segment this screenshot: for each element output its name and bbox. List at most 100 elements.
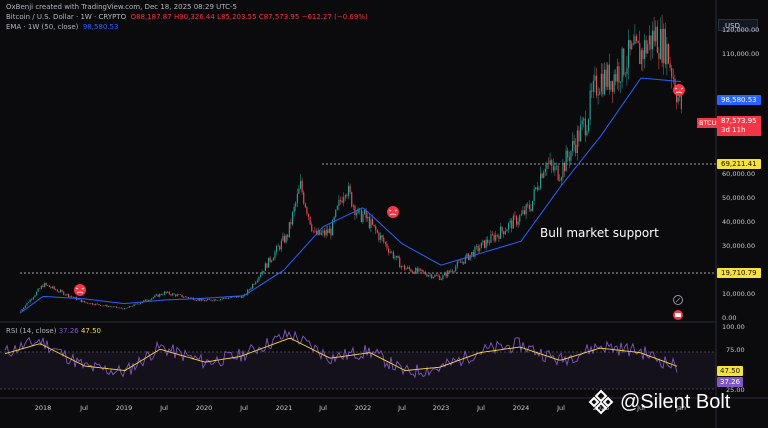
- candle-body: [223, 297, 225, 299]
- annotation-text[interactable]: Bull market support: [540, 226, 659, 240]
- candle-body: [220, 299, 222, 301]
- event-flag-icon[interactable]: [673, 310, 683, 320]
- candle-body: [485, 239, 487, 248]
- price-axis-tick: 10,000.00: [722, 290, 755, 298]
- candle-body: [628, 39, 630, 68]
- candlestick-series[interactable]: [20, 14, 682, 312]
- candle-body: [151, 298, 153, 300]
- candle-body: [567, 150, 569, 158]
- candle-body: [615, 74, 617, 82]
- ohlc-low: L85,203.55: [217, 13, 257, 21]
- candle-body: [287, 235, 289, 237]
- candle-body: [248, 289, 250, 291]
- bearish-marker-icon[interactable]: [387, 206, 399, 218]
- candle-body: [274, 251, 276, 259]
- candle-body: [488, 242, 490, 244]
- candle-body: [472, 251, 474, 257]
- candle-body: [669, 63, 671, 69]
- time-axis-tick: 2018: [35, 404, 52, 412]
- candle-body: [528, 204, 530, 209]
- candle-body: [84, 300, 86, 303]
- candle-body: [410, 269, 412, 272]
- time-axis-tick: 2022: [355, 404, 372, 412]
- candle-body: [557, 165, 559, 181]
- binance-logo-icon: [588, 389, 614, 415]
- candle-body: [588, 119, 590, 131]
- candle-body: [653, 30, 655, 42]
- rsi-value: 37.26: [58, 327, 79, 335]
- candle-body: [196, 300, 198, 301]
- rsi-series-line[interactable]: [4, 328, 678, 379]
- candle-body: [109, 306, 111, 307]
- candle-body: [405, 268, 407, 270]
- price-axis-tick: 110,000.00: [722, 50, 759, 58]
- candle-body: [221, 298, 223, 300]
- time-axis-tick: Jul: [239, 404, 248, 412]
- ohlc-open: O88,187.87: [130, 13, 172, 21]
- candle-body: [212, 300, 214, 302]
- candle-body: [397, 255, 399, 258]
- candle-body: [237, 296, 239, 298]
- symbol-title[interactable]: Bitcoin / U.S. Dollar · 1W · CRYPTO: [6, 13, 127, 21]
- candle-body: [229, 297, 231, 299]
- candle-body: [240, 296, 242, 298]
- candle-body: [495, 234, 497, 241]
- support-level-tag: 19,710.79: [717, 268, 761, 278]
- candle-body: [362, 213, 364, 223]
- candle-body: [199, 299, 201, 301]
- candle-body: [117, 307, 119, 309]
- candle-body: [586, 130, 588, 136]
- candle-body: [572, 140, 574, 151]
- candle-body: [474, 246, 476, 257]
- candle-body: [663, 28, 665, 63]
- candle-body: [356, 212, 358, 216]
- candle-body: [466, 253, 468, 257]
- candle-body: [63, 291, 65, 295]
- rsi-axis-tick-75: 75.00: [726, 346, 745, 354]
- candle-body: [637, 41, 639, 44]
- candle-body: [392, 251, 394, 259]
- candle-body: [130, 306, 132, 307]
- candle-body: [520, 213, 522, 216]
- candle-body: [592, 80, 594, 92]
- candle-body: [167, 291, 169, 293]
- candle-body: [101, 305, 103, 307]
- candle-body: [98, 304, 100, 305]
- bearish-marker-icon[interactable]: [673, 84, 685, 96]
- candle-body: [253, 284, 255, 285]
- candle-body: [24, 305, 26, 308]
- candle-body: [426, 274, 428, 277]
- candle-body: [602, 73, 604, 95]
- candle-body: [66, 293, 68, 295]
- candle-body: [568, 157, 570, 161]
- candle-body: [325, 229, 327, 236]
- ema-series-line[interactable]: [19, 77, 681, 314]
- candle-body: [92, 303, 94, 305]
- rsi-ma-series-line[interactable]: [4, 337, 678, 372]
- candle-body: [242, 295, 244, 298]
- candle-body: [328, 228, 330, 234]
- currency-button[interactable]: USD: [718, 19, 758, 31]
- candle-body: [380, 235, 382, 240]
- candle-body: [205, 300, 207, 302]
- ema-label[interactable]: EMA · 1W (50, close): [6, 23, 79, 31]
- bearish-marker-icon[interactable]: [74, 284, 86, 296]
- candle-body: [455, 266, 457, 272]
- candle-body: [442, 275, 444, 279]
- alert-icon[interactable]: [673, 295, 683, 305]
- candle-body: [581, 120, 583, 125]
- candle-body: [384, 242, 386, 244]
- candle-body: [296, 193, 298, 203]
- rsi-label[interactable]: RSI (14, close): [6, 327, 57, 335]
- time-axis[interactable]: 2018 Jul 2019 Jul 2020 Jul 2021 Jul 2022 Jul 2023 J…: [35, 404, 686, 412]
- candle-body: [599, 91, 601, 95]
- bar-countdown: 3d 11h: [721, 126, 746, 134]
- price-axis-tick: 60,000.00: [722, 170, 755, 178]
- candle-body: [95, 303, 97, 305]
- candle-body: [159, 294, 161, 297]
- candle-body: [141, 302, 143, 303]
- candle-body: [106, 305, 108, 307]
- candle-body: [170, 294, 172, 296]
- ohlc-close: C87,573.95: [258, 13, 300, 21]
